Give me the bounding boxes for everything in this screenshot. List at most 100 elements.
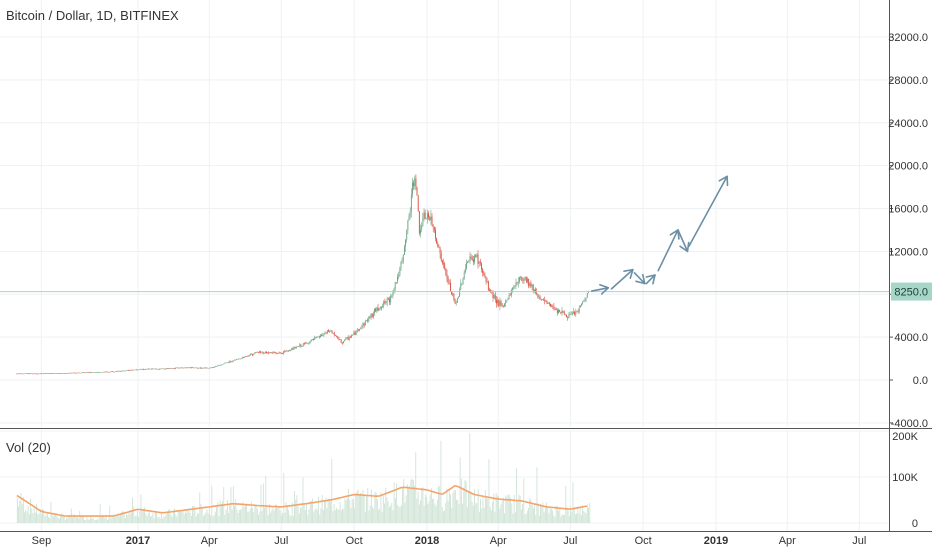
candle-body — [556, 310, 558, 313]
price-axis-label: 0.0 — [913, 375, 928, 387]
candle-body — [191, 367, 193, 369]
volume-bar — [134, 516, 136, 523]
candle-body — [392, 292, 394, 296]
candle-body — [187, 367, 189, 369]
candle-body — [199, 367, 201, 369]
volume-bar — [222, 501, 223, 523]
candle-body — [306, 342, 308, 344]
volume-bar — [428, 501, 430, 523]
volume-bar — [399, 506, 401, 523]
candle-body — [358, 329, 359, 331]
volume-bar — [489, 506, 491, 523]
volume-bar — [28, 514, 30, 523]
volume-bar — [24, 512, 25, 523]
volume-bar — [588, 507, 589, 523]
volume-bar — [64, 520, 66, 523]
candle-body — [461, 283, 463, 284]
candle-body — [41, 373, 43, 375]
volume-bar — [271, 510, 273, 523]
volume-bar — [348, 488, 349, 523]
candle-body — [216, 366, 218, 367]
candle-body — [114, 371, 116, 373]
volume-bar — [304, 510, 306, 523]
candle-body — [33, 373, 35, 375]
candle-body — [371, 314, 373, 318]
volume-bar — [225, 509, 227, 523]
volume-bar — [345, 500, 347, 523]
candle-body — [390, 295, 392, 303]
candle-body — [141, 369, 143, 370]
volume-bar — [80, 515, 82, 523]
candle-body — [347, 337, 349, 340]
volume-bar — [571, 511, 573, 523]
volume-bar — [74, 514, 76, 523]
candle-body — [255, 352, 257, 353]
volume-bar — [206, 509, 208, 523]
volume-bar — [468, 491, 469, 523]
volume-bar — [146, 516, 148, 523]
candle-body — [569, 314, 571, 315]
volume-bar — [295, 499, 297, 523]
candle-body — [113, 371, 114, 373]
volume-bar — [462, 503, 463, 523]
volume-bar — [525, 513, 527, 523]
volume-bar — [73, 514, 75, 523]
volume-bar — [118, 516, 120, 523]
time-axis-label: Jul — [563, 535, 577, 547]
volume-bar — [303, 503, 305, 523]
price-axis-label: 24000.0 — [888, 118, 928, 130]
candle-body — [547, 302, 549, 304]
candle-body — [34, 373, 36, 375]
candle-body — [169, 368, 171, 370]
candle-body — [17, 373, 19, 375]
candle-body — [372, 313, 374, 318]
volume-bar — [99, 504, 101, 523]
candle-body — [466, 262, 467, 269]
candle-body — [65, 373, 67, 374]
volume-bar — [398, 506, 400, 523]
candle-body — [436, 238, 438, 244]
candle-body — [222, 364, 224, 365]
volume-bar — [69, 514, 71, 523]
candle-body — [505, 301, 507, 304]
volume-bar — [396, 483, 397, 523]
candle-body — [575, 311, 577, 315]
projection-arrow-head — [645, 274, 656, 285]
candle-body — [102, 371, 104, 373]
volume-bar — [578, 513, 580, 523]
volume-bar — [380, 491, 382, 523]
volume-axis-label: 200K — [892, 431, 918, 443]
candle-body — [148, 368, 150, 370]
candle-body — [524, 277, 526, 280]
volume-bar — [105, 514, 107, 523]
candle-body — [206, 367, 208, 369]
candle-body — [475, 255, 477, 257]
candle-body — [540, 299, 542, 301]
volume-bar — [406, 484, 408, 523]
volume-bar — [394, 497, 396, 523]
candle-body — [262, 351, 264, 354]
candle-body — [259, 351, 260, 353]
volume-bar — [160, 512, 162, 523]
candle-body — [360, 327, 362, 329]
candle-body — [152, 368, 153, 370]
candle-body — [30, 373, 32, 374]
candle-body — [446, 274, 448, 278]
candle-body — [225, 362, 227, 364]
candle-body — [128, 370, 129, 371]
candle-body — [389, 299, 390, 303]
candle-body — [377, 307, 379, 311]
volume-bar — [487, 498, 489, 523]
volume-bar — [433, 498, 435, 523]
candle-body — [282, 353, 283, 355]
volume-bar — [445, 502, 447, 523]
candle-body — [60, 373, 61, 374]
candle-body — [393, 288, 395, 293]
volume-bar — [420, 500, 421, 523]
volume-bar — [45, 514, 47, 523]
volume-bar — [133, 506, 135, 523]
candle-body — [476, 254, 478, 257]
candle-body — [440, 253, 442, 261]
volume-bar — [316, 509, 318, 523]
volume-bar — [108, 518, 109, 523]
